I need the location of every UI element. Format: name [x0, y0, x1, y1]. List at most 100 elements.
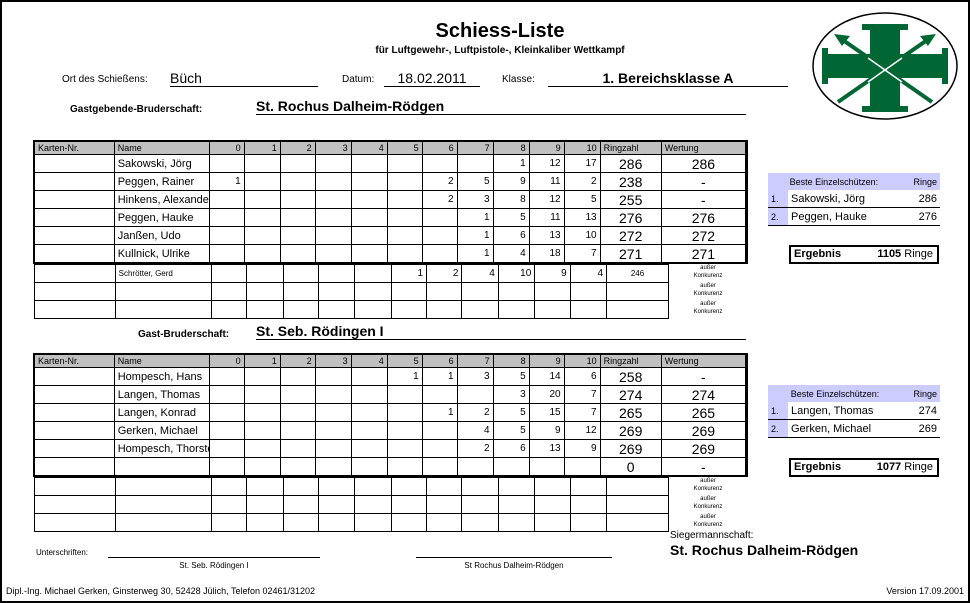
cell[interactable] — [354, 513, 392, 532]
cell[interactable]: 255 — [599, 190, 662, 209]
cell[interactable] — [317, 513, 356, 532]
cell[interactable]: 286 — [660, 154, 747, 173]
cell[interactable] — [210, 477, 248, 496]
cell[interactable]: Kullnick, Ulrike — [113, 244, 210, 263]
cell[interactable] — [210, 282, 248, 301]
cell[interactable] — [497, 300, 536, 319]
cell[interactable] — [317, 300, 356, 319]
cell[interactable] — [426, 282, 463, 301]
cell[interactable] — [534, 477, 571, 496]
cell[interactable] — [534, 495, 571, 514]
cell[interactable]: 1 — [390, 264, 428, 283]
cell[interactable]: 269 — [660, 439, 747, 458]
cell[interactable] — [606, 495, 669, 514]
cell[interactable] — [390, 300, 428, 319]
cell[interactable] — [34, 513, 116, 532]
cell[interactable]: 9 — [534, 264, 571, 283]
cell[interactable] — [210, 300, 248, 319]
cell[interactable] — [390, 477, 428, 496]
cell[interactable]: 4 — [461, 264, 499, 283]
cell[interactable] — [34, 495, 116, 514]
cell[interactable] — [34, 300, 116, 319]
cell[interactable] — [426, 477, 463, 496]
cell[interactable]: Langen, Thomas — [113, 385, 210, 404]
cell[interactable] — [606, 477, 669, 496]
cell[interactable] — [282, 300, 319, 319]
cell[interactable] — [354, 264, 392, 283]
cell[interactable] — [461, 300, 499, 319]
cell[interactable] — [569, 477, 608, 496]
cell[interactable] — [246, 282, 284, 301]
cell[interactable] — [497, 282, 536, 301]
cell[interactable]: Gerken, Michael — [113, 421, 210, 440]
cell[interactable] — [317, 264, 356, 283]
cell[interactable] — [569, 282, 608, 301]
cell[interactable] — [246, 477, 284, 496]
cell[interactable]: Hompesch, Thorsten — [113, 439, 210, 458]
cell[interactable] — [534, 513, 571, 532]
cell[interactable] — [606, 513, 669, 532]
cell[interactable] — [210, 495, 248, 514]
cell[interactable]: 2 — [426, 264, 463, 283]
cell[interactable]: 274 — [660, 385, 747, 404]
cell[interactable]: 269 — [599, 421, 662, 440]
cell[interactable]: 4 — [569, 264, 608, 283]
cell[interactable]: Sakowski, Jörg — [113, 154, 210, 173]
cell[interactable] — [114, 300, 212, 319]
cell[interactable] — [114, 495, 212, 514]
cell[interactable] — [114, 282, 212, 301]
cell[interactable] — [606, 282, 669, 301]
cell[interactable] — [461, 495, 499, 514]
cell[interactable] — [210, 264, 248, 283]
cell[interactable] — [569, 513, 608, 532]
cell[interactable] — [426, 300, 463, 319]
cell[interactable] — [282, 477, 319, 496]
cell[interactable]: Hinkens, Alexander — [113, 190, 210, 209]
cell[interactable] — [282, 264, 319, 283]
cell[interactable]: 5 — [492, 403, 530, 422]
cell[interactable] — [354, 477, 392, 496]
cell[interactable] — [534, 300, 571, 319]
cell[interactable] — [246, 513, 284, 532]
cell[interactable]: 10 — [497, 264, 536, 283]
cell[interactable] — [246, 264, 284, 283]
cell[interactable] — [461, 513, 499, 532]
cell[interactable] — [426, 495, 463, 514]
cell[interactable] — [210, 513, 248, 532]
cell[interactable] — [114, 477, 212, 496]
cell[interactable]: Schrötter, Gerd — [114, 264, 212, 283]
cell[interactable]: Peggen, Rainer — [113, 172, 210, 191]
cell[interactable] — [317, 477, 356, 496]
cell[interactable] — [497, 495, 536, 514]
cell[interactable] — [246, 495, 284, 514]
cell[interactable]: 276 — [660, 208, 747, 227]
cell[interactable]: 271 — [599, 244, 662, 263]
cell[interactable]: 246 — [606, 264, 669, 283]
cell[interactable] — [390, 513, 428, 532]
cell[interactable]: 265 — [660, 403, 747, 422]
cell[interactable] — [569, 495, 608, 514]
cell[interactable] — [282, 282, 319, 301]
cell[interactable] — [390, 495, 428, 514]
cell[interactable] — [569, 300, 608, 319]
cell[interactable]: 265 — [599, 403, 662, 422]
cell[interactable] — [426, 513, 463, 532]
cell[interactable] — [34, 264, 116, 283]
cell[interactable] — [497, 513, 536, 532]
cell[interactable] — [34, 282, 116, 301]
cell[interactable] — [114, 513, 212, 532]
cell[interactable] — [497, 477, 536, 496]
cell[interactable] — [34, 477, 116, 496]
cell[interactable] — [317, 282, 356, 301]
cell[interactable] — [390, 282, 428, 301]
cell[interactable] — [354, 300, 392, 319]
cell[interactable] — [354, 282, 392, 301]
cell[interactable]: 271 — [660, 244, 747, 263]
cell[interactable] — [461, 477, 499, 496]
cell[interactable]: 276 — [599, 208, 662, 227]
cell[interactable] — [246, 300, 284, 319]
cell[interactable] — [461, 282, 499, 301]
cell[interactable] — [282, 513, 319, 532]
cell[interactable] — [354, 495, 392, 514]
cell[interactable] — [317, 495, 356, 514]
